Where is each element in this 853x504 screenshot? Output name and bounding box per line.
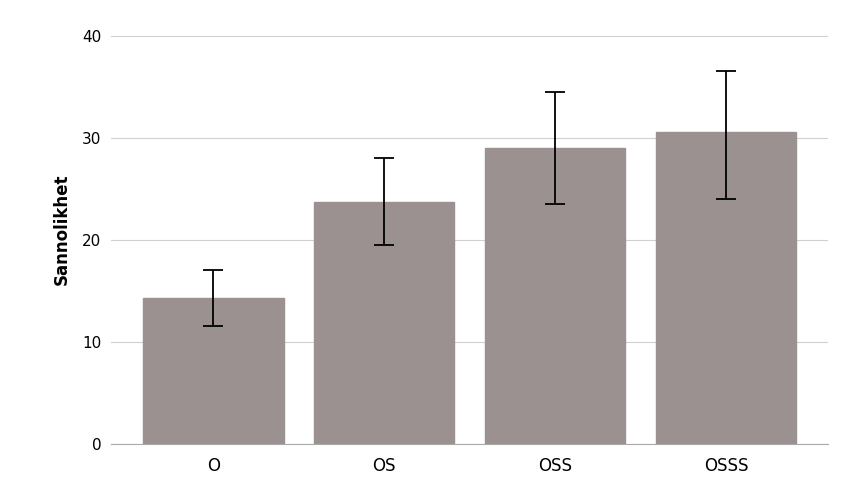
Bar [143,298,283,444]
Bar [314,202,454,444]
Bar [485,148,624,444]
Bar [655,133,795,444]
Y-axis label: Sannolikhet: Sannolikhet [53,173,71,285]
